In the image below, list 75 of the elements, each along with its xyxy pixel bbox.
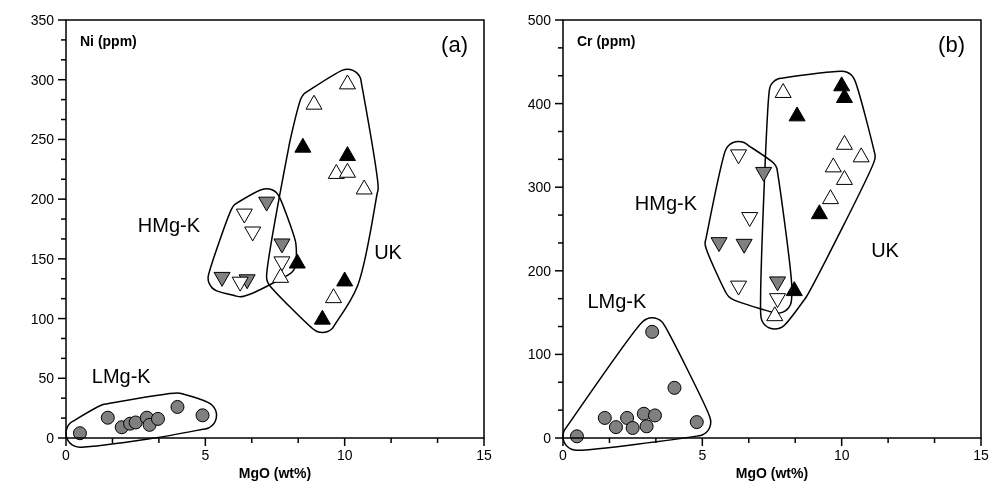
annotation: LMg-K: [91, 364, 152, 387]
point: [338, 162, 356, 178]
y-tick-label: 350: [30, 12, 55, 28]
point: [766, 306, 784, 322]
point: [231, 276, 249, 292]
point: [639, 419, 654, 434]
y-tick-label: 400: [527, 95, 552, 112]
point: [170, 399, 185, 414]
x-tick-label: 10: [336, 447, 353, 463]
annotation: (b): [938, 32, 965, 57]
x-tick-label: 5: [698, 447, 707, 463]
point: [785, 281, 803, 297]
y-tick-label: 200: [527, 262, 552, 279]
point: [667, 380, 682, 395]
point: [597, 410, 612, 425]
y-axis-title: Ni (ppm): [80, 33, 137, 49]
point: [338, 74, 356, 90]
y-tick-label: 300: [527, 179, 552, 196]
annotation: UK: [871, 238, 900, 261]
y-tick-label: 100: [30, 310, 55, 327]
point: [128, 415, 143, 430]
y-tick-label: 150: [30, 250, 55, 267]
point: [852, 147, 870, 163]
point: [338, 146, 356, 162]
y-tick-label: 100: [527, 346, 552, 363]
point: [150, 411, 165, 426]
x-axis-title: MgO (wt%): [238, 465, 312, 481]
point: [305, 94, 323, 110]
x-tick-label: 15: [476, 447, 492, 463]
point: [824, 157, 842, 173]
y-tick-label: 250: [30, 131, 55, 148]
x-tick-label: 0: [62, 447, 71, 463]
point: [735, 238, 753, 254]
point: [620, 410, 635, 425]
point: [788, 106, 806, 122]
y-axis-title: Cr (ppm): [577, 33, 636, 49]
point: [100, 410, 115, 425]
point: [835, 88, 853, 103]
y-tick-label: 50: [38, 370, 55, 387]
point: [810, 204, 828, 220]
x-tick-label: 5: [201, 447, 210, 463]
point: [822, 189, 840, 205]
point: [833, 76, 851, 92]
y-tick-label: 500: [527, 12, 552, 28]
point: [294, 137, 312, 153]
x-axis-title: MgO (wt%): [735, 465, 809, 481]
point: [608, 420, 623, 435]
x-tick-label: 15: [973, 447, 989, 463]
x-tick-label: 0: [559, 447, 568, 463]
annotation: LMg-K: [587, 289, 647, 312]
point: [195, 408, 210, 423]
point: [336, 271, 354, 287]
annotation: UK: [374, 240, 403, 263]
point: [625, 420, 640, 435]
point: [647, 408, 662, 423]
point: [355, 179, 373, 195]
point: [645, 324, 660, 339]
y-tick-label: 300: [30, 71, 55, 88]
y-tick-label: 0: [46, 430, 55, 446]
x-tick-label: 10: [833, 447, 850, 463]
point: [288, 253, 306, 269]
point: [272, 267, 290, 283]
point: [835, 134, 853, 150]
point: [689, 415, 704, 430]
point: [730, 280, 748, 296]
point: [774, 83, 792, 98]
annotation: (a): [441, 32, 468, 57]
y-tick-label: 0: [543, 430, 552, 446]
point: [325, 288, 343, 304]
point: [213, 271, 231, 287]
annotation: HMg-K: [137, 213, 201, 236]
y-tick-label: 200: [30, 191, 55, 208]
point: [313, 309, 331, 325]
point: [835, 169, 853, 185]
annotation: HMg-K: [634, 192, 698, 215]
